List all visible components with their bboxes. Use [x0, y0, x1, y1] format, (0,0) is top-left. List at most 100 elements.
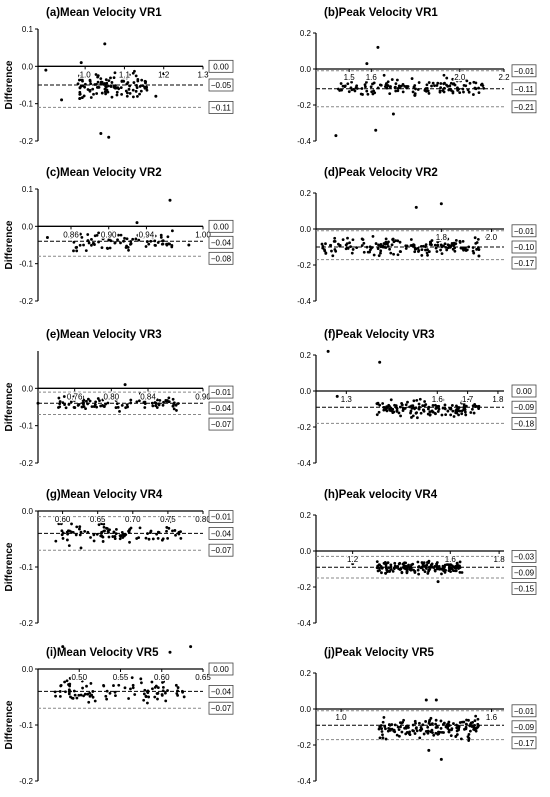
data-point	[394, 85, 397, 89]
data-point	[156, 691, 160, 695]
data-point	[439, 757, 443, 761]
data-point	[417, 721, 421, 725]
chart-title: (j)Peak Velocity VR5	[324, 647, 435, 659]
data-point	[442, 86, 446, 90]
data-point	[477, 248, 481, 251]
data-point	[79, 693, 83, 697]
data-point	[83, 692, 87, 696]
data-point	[437, 565, 441, 568]
data-point	[423, 400, 427, 403]
data-point	[451, 247, 455, 251]
data-point	[137, 238, 141, 242]
data-point	[105, 697, 109, 701]
data-point	[427, 92, 431, 95]
data-point	[131, 683, 135, 687]
data-point	[416, 416, 419, 420]
data-point	[120, 531, 124, 534]
y-tick-label: 0.0	[300, 705, 312, 714]
data-point	[128, 84, 132, 88]
data-point	[156, 686, 160, 690]
data-point	[372, 81, 376, 85]
data-point	[128, 73, 131, 77]
data-point	[113, 537, 117, 541]
data-point	[406, 565, 410, 568]
y-tick-label: 0.2	[300, 351, 312, 360]
data-point	[426, 89, 430, 93]
data-point	[44, 68, 48, 72]
data-point	[117, 677, 121, 680]
data-point	[399, 414, 402, 418]
data-point	[394, 239, 398, 243]
data-point	[65, 530, 69, 534]
data-point	[176, 402, 180, 405]
data-point	[81, 75, 85, 79]
data-point	[351, 248, 355, 251]
data-point	[158, 398, 162, 402]
chart-panel: (j)Peak Velocity VR5 -0.4 -0.2 0.0 0.2 1.0 1.6…	[297, 647, 537, 786]
data-point	[92, 519, 96, 523]
data-point	[136, 79, 140, 83]
mean-value-box	[511, 82, 537, 96]
data-point	[360, 244, 364, 247]
data-point	[471, 249, 475, 253]
data-point	[93, 699, 97, 703]
data-point	[384, 237, 388, 241]
data-point	[166, 689, 169, 692]
data-point	[386, 729, 390, 733]
y-tick-label: -0.2	[297, 583, 311, 592]
x-tick-label: 0.65	[90, 515, 106, 524]
mean-value-box	[208, 527, 234, 540]
data-point	[71, 696, 75, 700]
data-point	[409, 244, 413, 247]
data-point	[397, 562, 401, 566]
data-point	[161, 242, 165, 246]
data-point	[115, 90, 119, 94]
data-point	[134, 237, 138, 241]
x-tick-label: 2.2	[498, 73, 510, 82]
data-point	[162, 72, 166, 76]
data-point	[63, 403, 66, 407]
data-point	[384, 562, 388, 566]
data-point	[124, 533, 128, 536]
lower-limit-box	[208, 701, 234, 715]
chart-title: (b)Peak Velocity VR1	[324, 7, 438, 19]
data-point	[455, 408, 459, 411]
data-point	[474, 714, 478, 718]
data-point	[348, 241, 351, 245]
data-point	[378, 403, 382, 407]
data-point	[397, 411, 401, 415]
data-point	[430, 239, 434, 242]
x-tick-label: 0.65	[195, 673, 211, 682]
data-point	[445, 248, 449, 252]
y-tick-label: -0.2	[19, 137, 33, 146]
data-point	[340, 88, 343, 92]
data-point	[387, 403, 391, 407]
x-tick-label: 1.8	[436, 233, 448, 242]
data-point	[412, 243, 416, 247]
data-point	[118, 537, 122, 541]
data-point	[77, 396, 81, 400]
data-point	[443, 242, 447, 246]
data-point	[91, 695, 95, 699]
data-point	[99, 77, 103, 81]
data-point	[463, 727, 466, 731]
data-point	[377, 254, 381, 258]
data-point	[156, 697, 159, 701]
upper-limit-box	[208, 385, 234, 399]
data-point	[350, 251, 354, 255]
data-point	[117, 683, 121, 687]
data-point	[411, 414, 415, 418]
chart-title: (h)Peak velocity VR4	[324, 489, 438, 501]
x-tick-label: 1.2	[347, 555, 359, 564]
data-point	[86, 88, 90, 91]
data-point	[458, 409, 462, 413]
data-point	[412, 399, 416, 403]
data-point	[153, 695, 157, 699]
data-point	[440, 245, 444, 249]
data-point	[166, 537, 170, 540]
mean-value-box	[208, 78, 234, 92]
data-point	[414, 205, 418, 209]
data-point	[401, 562, 405, 566]
data-point	[83, 530, 87, 533]
data-point	[151, 537, 155, 541]
